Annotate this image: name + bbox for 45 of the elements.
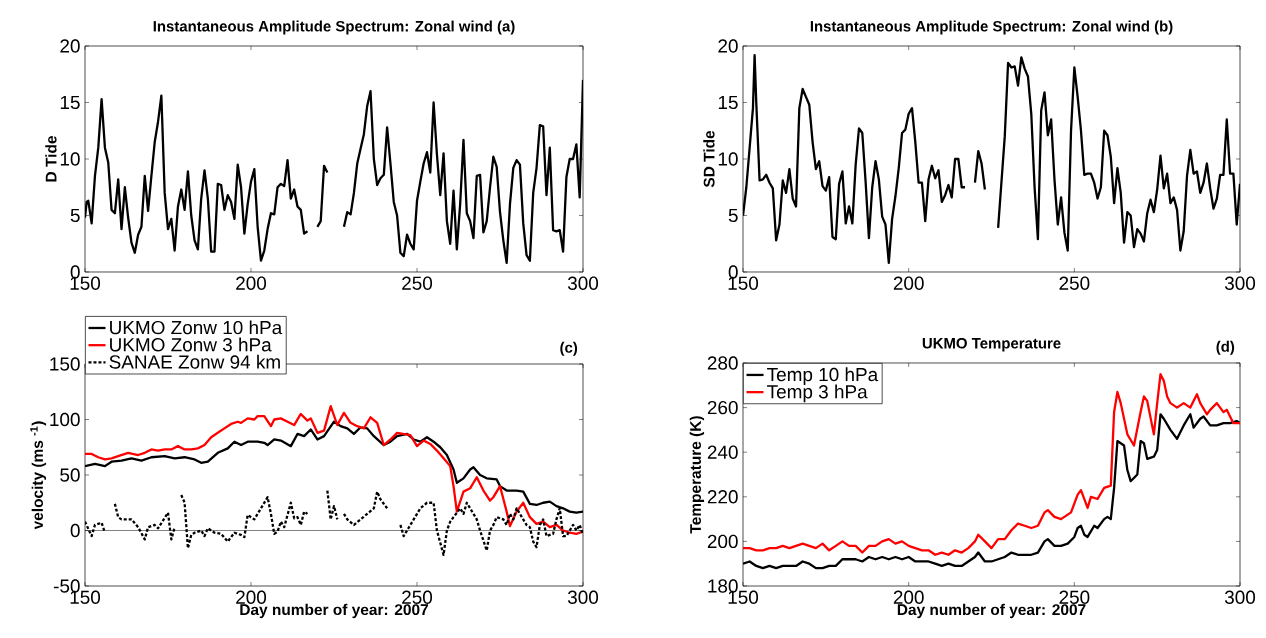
x-tick-label: 250 (1059, 590, 1090, 604)
x-tick-label: 200 (893, 590, 924, 604)
y-axis-title: velocity (ms $^{-1}$) (30, 421, 47, 530)
y-axis-title: D Tide (45, 136, 57, 182)
x-axis-title: Day number of year: 2007 (240, 603, 428, 619)
x-tick-label: 200 (236, 590, 267, 604)
y-tick-label: 20 (60, 39, 80, 53)
chart-title: Instantaneous Amplitude Spectrum: Zonal wind (a) (153, 20, 515, 35)
y-tick-label: 0 (70, 523, 80, 538)
x-tick-label: 300 (1224, 590, 1256, 604)
y-tick-label: 5 (70, 208, 80, 223)
chart-title: UKMO Temperature (922, 337, 1061, 352)
y-axis-title: Temperature (K) (689, 416, 705, 534)
x-tick-label: 250 (402, 276, 433, 290)
x-axis-title: Day number of year: 2007 (897, 603, 1086, 619)
y-tick-label: 15 (718, 95, 738, 110)
y-tick-label: 15 (60, 95, 80, 110)
legend-label: SANAE Zonw 94 km (109, 354, 280, 369)
x-tick-label: 300 (1224, 276, 1256, 290)
y-tick-label: 10 (60, 152, 80, 166)
y-tick-label: 280 (707, 356, 738, 370)
y-tick-label: 260 (707, 400, 738, 415)
x-tick-label: 200 (893, 276, 924, 290)
legend-label: UKMO Zonw 3 hPa (110, 337, 272, 352)
y-axis-title: SD Tide (703, 130, 715, 188)
x-tick-label: 250 (402, 590, 433, 604)
x-tick-label: 200 (236, 276, 267, 290)
legend-label: Temp 10 hPa (767, 367, 879, 385)
y-tick-label: 150 (50, 357, 80, 371)
y-tick-label: 200 (707, 534, 738, 549)
x-tick-label: 300 (567, 276, 599, 290)
text: (d) (1216, 340, 1235, 355)
x-tick-label: 250 (1059, 276, 1090, 290)
y-tick-label: 5 (728, 208, 738, 223)
y-tick-label: 20 (718, 39, 738, 53)
legend-label: Temp 3 hPa (767, 384, 868, 403)
y-tick-label: 240 (707, 445, 738, 459)
y-tick-label: 220 (707, 490, 738, 504)
chart-title: Instantaneous Amplitude Spectrum: Zonal wind (b) (810, 20, 1173, 35)
x-tick-label: 300 (567, 590, 599, 604)
legend-label: UKMO Zonw 10 hPa (110, 320, 283, 335)
text: (c) (560, 341, 578, 356)
y-tick-label: 50 (60, 468, 80, 482)
y-tick-label: 100 (50, 412, 80, 427)
y-tick-label: 10 (718, 152, 738, 166)
